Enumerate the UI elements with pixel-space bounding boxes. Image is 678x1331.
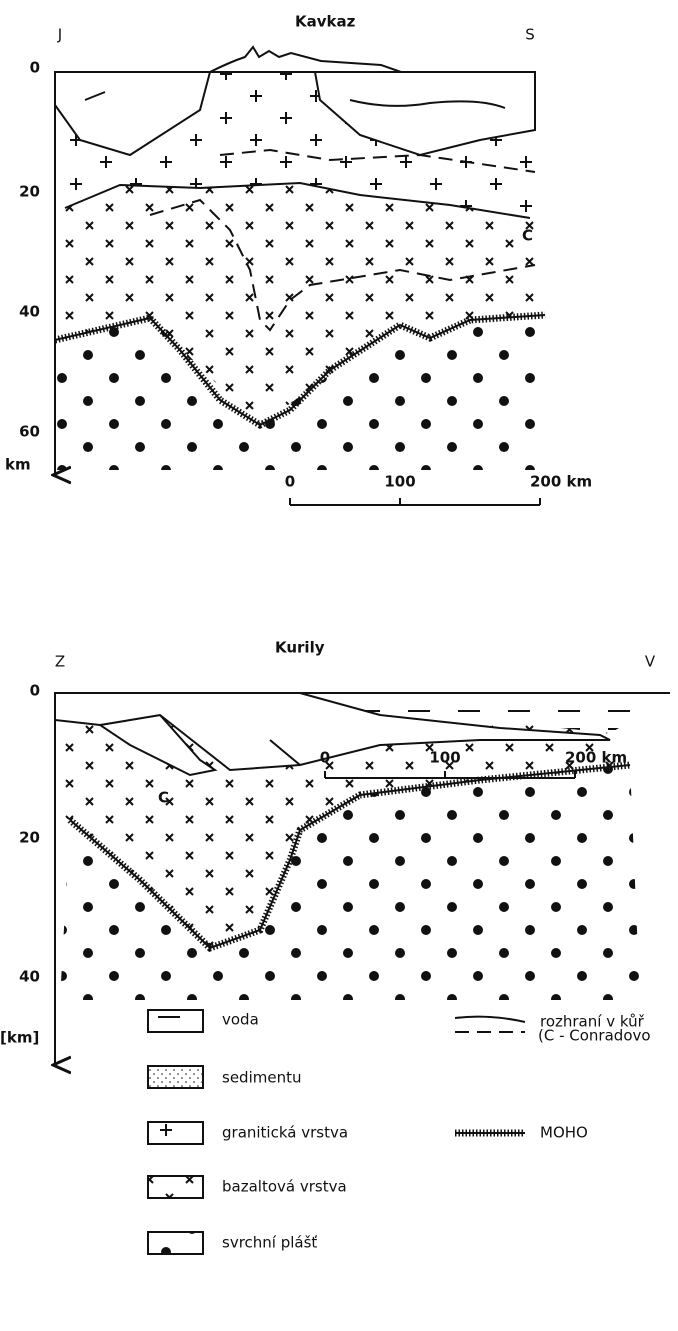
legend-label: bazaltová vrstva: [222, 1178, 347, 1196]
depth: 40: [19, 303, 40, 321]
legend-label: sedimentu: [222, 1069, 301, 1087]
depth: 20: [19, 829, 40, 847]
scale-label: 100: [429, 749, 460, 767]
legend: voda sedimentu granitická vrstva bazalto…: [147, 1009, 651, 1255]
title: Kurily: [275, 639, 325, 657]
depth: 0: [30, 682, 40, 700]
depth: 0: [30, 59, 40, 77]
title: Kavkaz: [295, 13, 356, 31]
right-label: S: [525, 26, 535, 44]
legend-label: voda: [222, 1011, 259, 1029]
unit: km: [5, 456, 31, 474]
depth: 20: [19, 183, 40, 201]
legend-label: svrchní plášť: [222, 1234, 317, 1252]
right-label: V: [645, 653, 656, 671]
legend-label: rozhraní v kůř: [540, 1013, 645, 1031]
depth: 60: [19, 423, 40, 441]
scale-label: 200 km: [565, 749, 627, 767]
section-kavkaz: Kavkaz J S 0 20 40 60 km 0 100 200 km C: [5, 13, 592, 506]
scale-label: 100: [384, 473, 415, 491]
conrad-label: C: [522, 227, 533, 245]
scale-label: 0: [320, 749, 330, 767]
scale-label: 0: [285, 473, 295, 491]
legend-label: (C - Conradovo: [538, 1027, 651, 1045]
legend-label: granitická vrstva: [222, 1124, 348, 1142]
left-label: Z: [55, 653, 65, 671]
legend-label: MOHO: [540, 1124, 588, 1142]
unit: [km]: [0, 1029, 39, 1047]
section-kurily: Kurily Z V 0 20 40 [km] 0 100 200 km C: [0, 639, 670, 1066]
left-label: J: [57, 26, 62, 44]
scale-label: 200 km: [530, 473, 592, 491]
depth: 40: [19, 968, 40, 986]
conrad-label: C: [158, 789, 169, 807]
